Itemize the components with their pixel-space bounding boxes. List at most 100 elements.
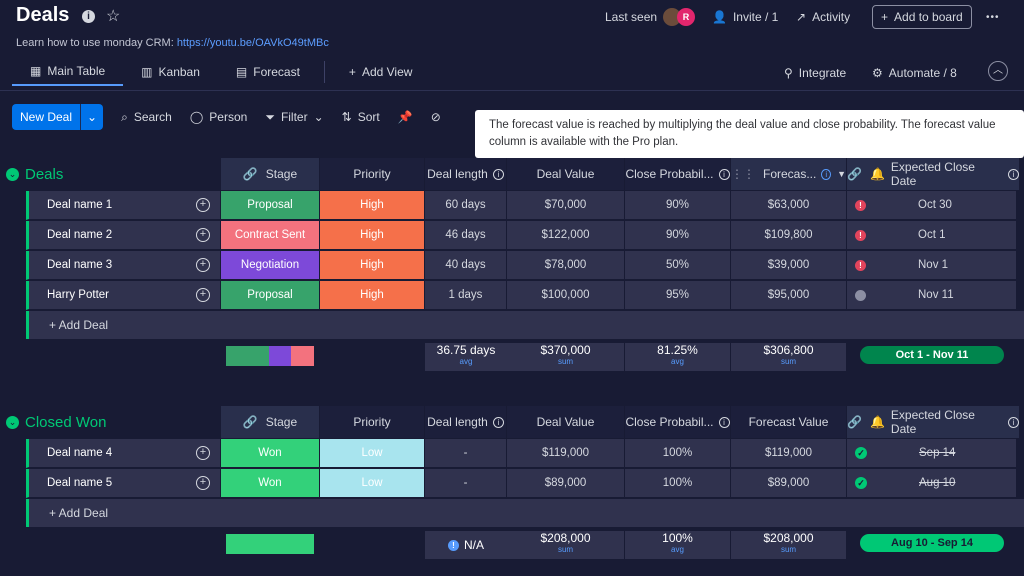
col-header-deal-value[interactable]: Deal Value xyxy=(507,158,624,190)
expected-close-cell[interactable]: ! Oct 1 xyxy=(847,221,1017,250)
add-update-icon[interactable]: + xyxy=(196,446,210,460)
stage-cell[interactable]: Won xyxy=(221,439,320,468)
deal-length-cell[interactable]: 46 days xyxy=(425,221,507,250)
close-prob-cell[interactable]: 100% xyxy=(625,469,731,498)
expected-close-cell[interactable]: Nov 11 xyxy=(847,281,1017,310)
group-title[interactable]: ⌄ Closed Won xyxy=(6,414,106,431)
drag-handle-icon[interactable]: ⋮⋮ xyxy=(731,167,755,181)
add-update-icon[interactable]: + xyxy=(196,476,210,490)
filter-button[interactable]: ⏷ Filter ⌄ xyxy=(265,110,323,125)
col-header-forecast[interactable]: Forecast Value xyxy=(731,406,846,438)
priority-cell[interactable]: High xyxy=(320,251,425,280)
add-to-board-button[interactable]: + Add to board xyxy=(872,5,972,29)
expected-close-cell[interactable]: ✓ Aug 10 xyxy=(847,469,1017,498)
deal-value-cell[interactable]: $122,000 xyxy=(507,221,625,250)
group-title[interactable]: ⌄ Deals xyxy=(6,166,63,183)
tab-main-table[interactable]: ▦ Main Table xyxy=(12,58,124,86)
deal-length-cell[interactable]: 40 days xyxy=(425,251,507,280)
add-update-icon[interactable]: + xyxy=(196,258,210,272)
table-row[interactable]: Deal name 2 + Contract Sent High 46 days $122… xyxy=(26,221,1017,250)
expected-close-cell[interactable]: ! Oct 30 xyxy=(847,191,1017,220)
add-update-icon[interactable]: + xyxy=(196,288,210,302)
close-prob-cell[interactable]: 100% xyxy=(625,439,731,468)
col-header-stage[interactable]: 🔗 Stage xyxy=(221,406,319,438)
item-name-cell[interactable]: Deal name 2 + xyxy=(26,221,221,250)
info-icon[interactable]: i xyxy=(1008,416,1019,428)
deal-length-cell[interactable]: 60 days xyxy=(425,191,507,220)
col-header-forecast[interactable]: ⋮⋮ Forecas... i ▼ xyxy=(731,158,846,190)
item-name-cell[interactable]: Deal name 1 + xyxy=(26,191,221,220)
add-deal-row[interactable]: + Add Deal xyxy=(26,311,1024,339)
person-filter-button[interactable]: ◯ Person xyxy=(190,110,247,124)
learn-link[interactable]: https://youtu.be/OAVkO49tMBc xyxy=(176,37,329,49)
info-icon[interactable]: i xyxy=(718,416,730,428)
info-icon[interactable]: i xyxy=(718,168,730,180)
stage-cell[interactable]: Proposal xyxy=(221,281,320,310)
info-icon[interactable]: i xyxy=(1008,168,1019,180)
expected-close-cell[interactable]: ✓ Sep 14 xyxy=(847,439,1017,468)
new-deal-button[interactable]: New Deal ⌄ xyxy=(12,104,104,130)
stage-cell[interactable]: Negotiation xyxy=(221,251,320,280)
sort-button[interactable]: ⇅ Sort xyxy=(342,110,380,124)
col-header-priority[interactable]: Priority xyxy=(320,158,424,190)
col-header-expected-close[interactable]: 🔗 🔔 Expected Close Date i xyxy=(847,406,1019,438)
col-header-close-prob[interactable]: Close Probabil... i xyxy=(625,158,730,190)
table-row[interactable]: Deal name 4 + Won Low - $119,000 100% $119,000 ✓… xyxy=(26,439,1017,468)
tab-forecast[interactable]: ▤ Forecast xyxy=(218,58,318,86)
col-header-expected-close[interactable]: 🔗 🔔 Expected Close Date i xyxy=(847,158,1019,190)
col-header-priority[interactable]: Priority xyxy=(320,406,424,438)
item-name-cell[interactable]: Harry Potter + xyxy=(26,281,221,310)
activity-button[interactable]: ↗ Activity xyxy=(796,6,850,28)
priority-cell[interactable]: High xyxy=(320,191,425,220)
close-prob-cell[interactable]: 90% xyxy=(625,191,731,220)
item-name-cell[interactable]: Deal name 4 + xyxy=(26,439,221,468)
priority-cell[interactable]: High xyxy=(320,221,425,250)
chevron-down-icon[interactable]: ⌄ xyxy=(6,167,19,181)
pin-icon[interactable]: 📌 xyxy=(397,110,413,124)
deal-value-cell[interactable]: $89,000 xyxy=(507,469,625,498)
expected-close-cell[interactable]: ! Nov 1 xyxy=(847,251,1017,280)
deal-value-cell[interactable]: $119,000 xyxy=(507,439,625,468)
more-icon[interactable]: ••• xyxy=(986,11,1000,23)
col-header-deal-value[interactable]: Deal Value xyxy=(507,406,624,438)
deal-value-cell[interactable]: $78,000 xyxy=(507,251,625,280)
col-header-deal-length[interactable]: Deal length i xyxy=(425,406,506,438)
deal-length-cell[interactable]: 1 days xyxy=(425,281,507,310)
add-update-icon[interactable]: + xyxy=(196,198,210,212)
tab-kanban[interactable]: ▥ Kanban xyxy=(123,58,218,86)
item-name-cell[interactable]: Deal name 5 + xyxy=(26,469,221,498)
chevron-down-icon[interactable]: ⌄ xyxy=(80,104,103,130)
deal-value-cell[interactable]: $100,000 xyxy=(507,281,625,310)
caret-down-icon[interactable]: ▼ xyxy=(837,169,846,179)
deal-length-cell[interactable]: - xyxy=(425,469,507,498)
stage-cell[interactable]: Contract Sent xyxy=(221,221,320,250)
invite-button[interactable]: 👤 Invite / 1 xyxy=(712,6,778,28)
close-prob-cell[interactable]: 90% xyxy=(625,221,731,250)
star-icon[interactable]: ☆ xyxy=(106,8,121,25)
collapse-icon[interactable]: ︿ xyxy=(988,61,1008,81)
info-icon[interactable]: i xyxy=(492,168,504,180)
info-icon[interactable]: i xyxy=(821,168,832,180)
col-header-stage[interactable]: 🔗 Stage xyxy=(221,158,319,190)
table-row[interactable]: Harry Potter + Proposal High 1 days $100,000 9… xyxy=(26,281,1017,310)
info-icon[interactable]: i xyxy=(82,10,95,23)
last-seen[interactable]: Last seen R xyxy=(605,6,696,28)
col-header-deal-length[interactable]: Deal length i xyxy=(425,158,506,190)
table-row[interactable]: Deal name 1 + Proposal High 60 days $70,000 90… xyxy=(26,191,1017,220)
deal-length-cell[interactable]: - xyxy=(425,439,507,468)
add-update-icon[interactable]: + xyxy=(196,228,210,242)
stage-cell[interactable]: Won xyxy=(221,469,320,498)
item-name-cell[interactable]: Deal name 3 + xyxy=(26,251,221,280)
close-prob-cell[interactable]: 95% xyxy=(625,281,731,310)
deal-value-cell[interactable]: $70,000 xyxy=(507,191,625,220)
info-icon[interactable]: i xyxy=(492,416,504,428)
search-button[interactable]: ⌕ Search xyxy=(121,110,172,125)
table-row[interactable]: Deal name 3 + Negotiation High 40 days $78,00… xyxy=(26,251,1017,280)
integrate-button[interactable]: ⚲ Integrate xyxy=(784,62,846,84)
priority-cell[interactable]: Low xyxy=(320,439,425,468)
priority-cell[interactable]: High xyxy=(320,281,425,310)
col-header-close-prob[interactable]: Close Probabil... i xyxy=(625,406,730,438)
add-deal-row[interactable]: + Add Deal xyxy=(26,499,1024,527)
tab-add-view[interactable]: + Add View xyxy=(331,58,431,86)
chevron-down-icon[interactable]: ⌄ xyxy=(6,415,19,429)
